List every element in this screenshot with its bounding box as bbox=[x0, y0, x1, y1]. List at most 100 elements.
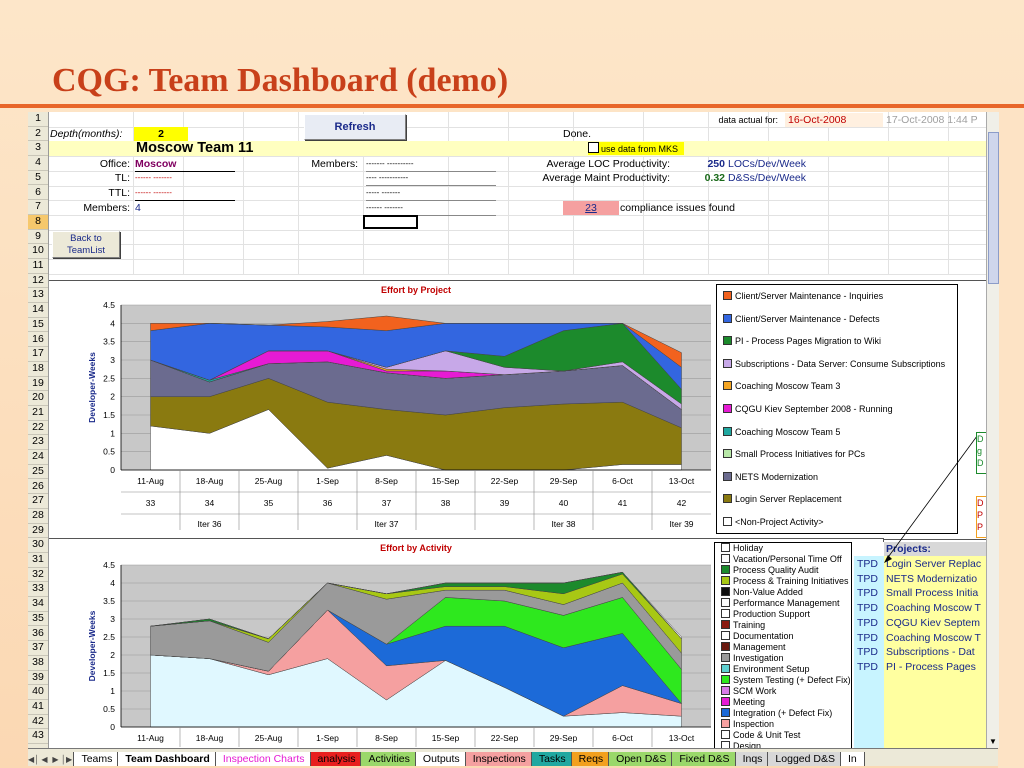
project-name[interactable]: CQGU Kiev Septem bbox=[886, 616, 980, 629]
row-header[interactable]: 23 bbox=[28, 435, 48, 451]
checkbox-icon[interactable] bbox=[588, 142, 599, 154]
scroll-thumb[interactable] bbox=[988, 132, 999, 284]
project-name[interactable]: Subscriptions - Dat bbox=[886, 646, 975, 659]
compliance-text: compliance issues found bbox=[620, 201, 735, 214]
row-header[interactable]: 32 bbox=[28, 568, 48, 583]
x-tick-label: 8-Sep bbox=[375, 733, 398, 743]
row-header[interactable]: 38 bbox=[28, 656, 48, 671]
legend-swatch bbox=[723, 449, 732, 459]
legend-item: Code & Unit Test bbox=[715, 730, 851, 741]
data-actual-value[interactable]: 16-Oct-2008 bbox=[785, 112, 883, 127]
sheet-tab[interactable]: Logged D&S bbox=[767, 752, 843, 766]
sheet-tab[interactable]: Inqs bbox=[734, 752, 771, 766]
row-header[interactable]: 4 bbox=[28, 156, 48, 171]
project-name[interactable]: Coaching Moscow T bbox=[886, 602, 981, 615]
row-header[interactable]: 29 bbox=[28, 524, 48, 539]
legend-swatch bbox=[721, 554, 730, 563]
row-header[interactable]: 11 bbox=[28, 259, 48, 274]
row-header[interactable]: 13 bbox=[28, 288, 48, 304]
row-header[interactable]: 33 bbox=[28, 582, 48, 598]
scroll-down-arrow-icon[interactable]: ▼ bbox=[989, 737, 997, 746]
row-header[interactable]: 1 bbox=[28, 112, 48, 127]
row-header[interactable]: 18 bbox=[28, 362, 48, 377]
row-header[interactable]: 7 bbox=[28, 200, 48, 215]
first-sheet-icon[interactable]: ◀│ bbox=[28, 755, 40, 764]
x-tick-label: 1-Sep bbox=[316, 476, 339, 486]
row-header[interactable]: 5 bbox=[28, 171, 48, 186]
row-header[interactable]: 6 bbox=[28, 186, 48, 201]
compliance-value[interactable]: 23 bbox=[563, 200, 619, 215]
vertical-scrollbar[interactable]: ▼ bbox=[986, 112, 999, 748]
sheet-tab[interactable]: In bbox=[839, 752, 865, 766]
row-header[interactable]: 30 bbox=[28, 538, 48, 553]
row-header[interactable]: 10 bbox=[28, 244, 48, 259]
area-series-vacation-personal-time-off[interactable] bbox=[150, 571, 682, 640]
last-sheet-icon[interactable]: │▶ bbox=[61, 755, 73, 764]
row-header[interactable]: 36 bbox=[28, 627, 48, 642]
row-header[interactable]: 31 bbox=[28, 553, 48, 568]
row-header[interactable]: 14 bbox=[28, 303, 48, 318]
sheet-tab[interactable]: Teams bbox=[73, 752, 121, 766]
row-header[interactable]: 9 bbox=[28, 230, 48, 245]
mks-checkbox[interactable]: use data from MKS bbox=[588, 142, 685, 156]
row-header[interactable]: 43 bbox=[28, 729, 48, 745]
legend-label: Documentation bbox=[733, 631, 794, 641]
legend-swatch bbox=[721, 642, 730, 651]
project-name[interactable]: PI - Process Pages bbox=[886, 660, 976, 673]
depth-input[interactable]: 2 bbox=[134, 127, 188, 142]
area-series-client-server-maintenance-inquiries[interactable] bbox=[150, 315, 682, 368]
row-header[interactable]: 17 bbox=[28, 347, 48, 362]
next-sheet-icon[interactable]: ▶ bbox=[52, 755, 59, 764]
row-header[interactable]: 40 bbox=[28, 685, 48, 700]
x-tick-label: 29-Sep bbox=[550, 476, 578, 486]
row-header[interactable]: 37 bbox=[28, 641, 48, 656]
row-header[interactable]: 15 bbox=[28, 318, 48, 333]
spreadsheet-grid[interactable]: data actual for: 16-Oct-2008 17-Oct-2008 1… bbox=[28, 112, 986, 748]
selected-cell[interactable] bbox=[363, 214, 418, 229]
effort-by-project-chart[interactable]: Effort by Project 0 0.5 1 1.5 2 2.5 3 3.5 4 4.5 Dev… bbox=[48, 280, 986, 540]
sheet-tab[interactable]: Fixed D&S bbox=[671, 752, 738, 766]
row-header[interactable]: 41 bbox=[28, 700, 48, 715]
gridline bbox=[48, 156, 986, 158]
back-to-teamlist-button[interactable]: Back to TeamList bbox=[52, 230, 120, 258]
sheet-tab[interactable]: Reqs bbox=[570, 752, 612, 766]
project-name[interactable]: Coaching Moscow T bbox=[886, 631, 981, 644]
row-header[interactable]: 35 bbox=[28, 612, 48, 627]
sheet-tab[interactable]: Inspection Charts bbox=[214, 752, 313, 766]
gridline bbox=[48, 185, 986, 187]
row-header[interactable]: 24 bbox=[28, 450, 48, 465]
row-header[interactable]: 16 bbox=[28, 333, 48, 348]
row-header[interactable]: 22 bbox=[28, 421, 48, 436]
row-header[interactable]: 34 bbox=[28, 597, 48, 612]
project-name[interactable]: Small Process Initia bbox=[886, 587, 979, 600]
row-header[interactable]: 27 bbox=[28, 494, 48, 509]
row-header[interactable]: 21 bbox=[28, 406, 48, 421]
row-header[interactable]: 39 bbox=[28, 671, 48, 686]
row-header[interactable]: 8 bbox=[28, 214, 48, 230]
legend-label: Design bbox=[733, 741, 762, 748]
row-header[interactable]: 26 bbox=[28, 480, 48, 495]
row-header[interactable]: 42 bbox=[28, 715, 48, 730]
row-header[interactable]: 20 bbox=[28, 391, 48, 406]
refresh-button[interactable]: Refresh bbox=[304, 114, 406, 140]
row-header[interactable]: 28 bbox=[28, 509, 48, 524]
sheet-tab[interactable]: Outputs bbox=[414, 752, 468, 766]
sheet-tab[interactable]: Inspections bbox=[464, 752, 534, 766]
sheet-tab[interactable]: Team Dashboard bbox=[117, 752, 218, 766]
row-headers[interactable]: 1 2 3 4 5 6 7 8 9 10 11 12 13 14 15 16 17 18 19 20 21 22 23 24 2… bbox=[28, 112, 49, 748]
row-header[interactable]: 12 bbox=[28, 274, 48, 289]
row-header[interactable]: 3 bbox=[28, 141, 48, 157]
legend-label: Coaching Moscow Team 5 bbox=[735, 426, 841, 437]
sheet-tab[interactable]: analysis bbox=[309, 752, 364, 766]
sheet-tab[interactable]: Activities bbox=[360, 752, 418, 766]
row-header[interactable]: 2 bbox=[28, 127, 48, 142]
row-header[interactable]: 19 bbox=[28, 377, 48, 392]
project-name[interactable]: Login Server Replac bbox=[886, 558, 982, 570]
legend-item: Subscriptions - Data Server: Consume Sub… bbox=[717, 353, 957, 376]
sheet-tab[interactable]: Open D&S bbox=[608, 752, 675, 766]
project-name[interactable]: NETS Modernizatio bbox=[886, 572, 978, 585]
row-header[interactable]: 25 bbox=[28, 465, 48, 480]
prev-sheet-icon[interactable]: ◀ bbox=[41, 755, 48, 764]
sheet-tab[interactable]: Tasks bbox=[530, 752, 574, 766]
mks-checkbox-label: use data from MKS bbox=[601, 144, 679, 155]
